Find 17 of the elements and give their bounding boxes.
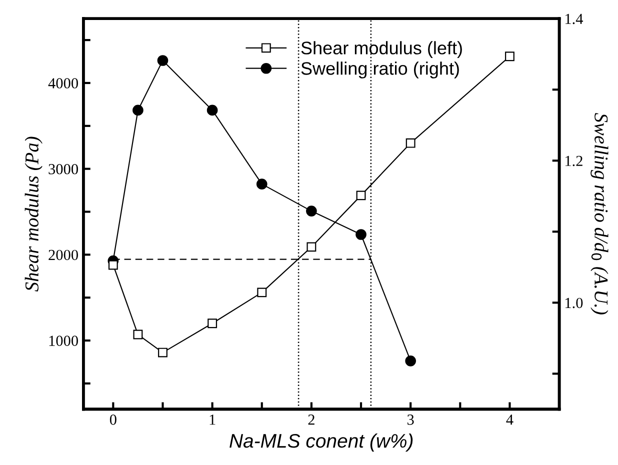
y-tick-label: 1000 xyxy=(49,336,78,346)
legend-label: Swelling ratio (right) xyxy=(301,62,459,78)
y-tick-label: 3000 xyxy=(48,164,78,174)
y2-tick-label: 1.0 xyxy=(565,298,583,308)
y-tick-label: 4000 xyxy=(48,78,78,88)
y2-tick-label: 1.4 xyxy=(565,14,584,24)
y-axis-title: Shear modulus (Pa) xyxy=(24,136,42,292)
y2-axis-title: Swelling ratio d/d$_{0}$ (A.U.) xyxy=(590,113,608,314)
x-tick-label: 4 xyxy=(506,414,514,425)
x-tick-label: 3 xyxy=(407,414,414,425)
y2-tick-label: 1.2 xyxy=(565,156,582,166)
x-axis-title: Na-MLS conent (w%) xyxy=(230,433,413,452)
y-tick-label: 2000 xyxy=(48,250,78,260)
x-tick-label: 0 xyxy=(110,414,116,425)
x-tick-label: 2 xyxy=(308,414,314,425)
x-tick-label: 1 xyxy=(210,414,216,425)
legend-label: Shear modulus (left) xyxy=(301,41,462,58)
